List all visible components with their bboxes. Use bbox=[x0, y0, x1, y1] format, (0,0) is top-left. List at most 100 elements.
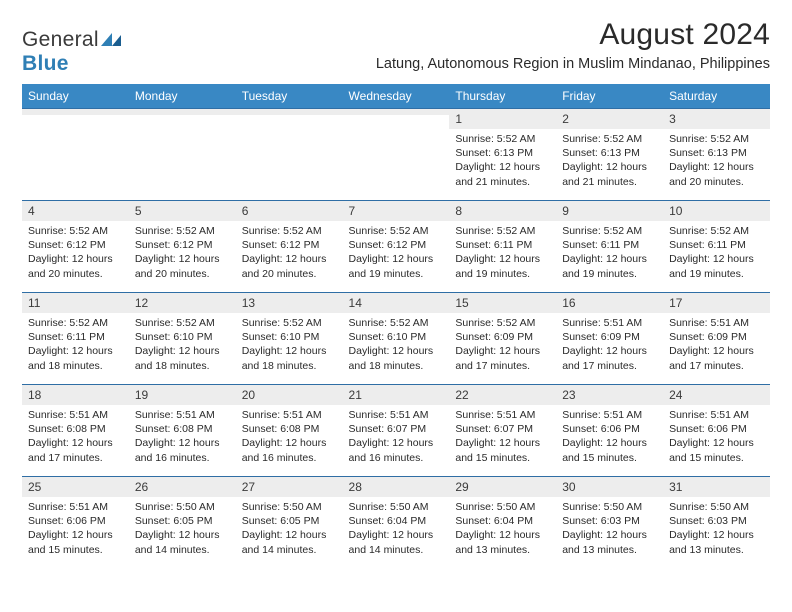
day-detail: Sunrise: 5:52 AMSunset: 6:13 PMDaylight:… bbox=[449, 129, 556, 193]
day-detail: Sunrise: 5:52 AMSunset: 6:10 PMDaylight:… bbox=[129, 313, 236, 377]
day-header: Tuesday bbox=[236, 84, 343, 108]
sunrise-text: Sunrise: 5:52 AM bbox=[242, 316, 337, 330]
day-detail: Sunrise: 5:52 AMSunset: 6:11 PMDaylight:… bbox=[556, 221, 663, 285]
day-detail: Sunrise: 5:52 AMSunset: 6:11 PMDaylight:… bbox=[663, 221, 770, 285]
day-detail: Sunrise: 5:50 AMSunset: 6:04 PMDaylight:… bbox=[343, 497, 450, 561]
sunrise-text: Sunrise: 5:51 AM bbox=[28, 500, 123, 514]
day-number: 30 bbox=[556, 476, 663, 497]
daylight-text: Daylight: 12 hours and 13 minutes. bbox=[562, 528, 657, 556]
sunset-text: Sunset: 6:09 PM bbox=[669, 330, 764, 344]
daylight-text: Daylight: 12 hours and 15 minutes. bbox=[455, 436, 550, 464]
daylight-text: Daylight: 12 hours and 19 minutes. bbox=[562, 252, 657, 280]
daylight-text: Daylight: 12 hours and 16 minutes. bbox=[349, 436, 444, 464]
daylight-text: Daylight: 12 hours and 19 minutes. bbox=[455, 252, 550, 280]
sunset-text: Sunset: 6:12 PM bbox=[242, 238, 337, 252]
sunrise-text: Sunrise: 5:52 AM bbox=[28, 224, 123, 238]
day-detail: Sunrise: 5:51 AMSunset: 6:07 PMDaylight:… bbox=[449, 405, 556, 469]
day-number: 25 bbox=[22, 476, 129, 497]
day-number: 2 bbox=[556, 108, 663, 129]
daylight-text: Daylight: 12 hours and 17 minutes. bbox=[562, 344, 657, 372]
day-number: 5 bbox=[129, 200, 236, 221]
day-detail: Sunrise: 5:51 AMSunset: 6:06 PMDaylight:… bbox=[556, 405, 663, 469]
sunrise-text: Sunrise: 5:50 AM bbox=[669, 500, 764, 514]
sunset-text: Sunset: 6:04 PM bbox=[455, 514, 550, 528]
day-detail: Sunrise: 5:51 AMSunset: 6:09 PMDaylight:… bbox=[663, 313, 770, 377]
calendar-page: General Blue August 2024 Latung, Autonom… bbox=[0, 0, 792, 566]
daylight-text: Daylight: 12 hours and 17 minutes. bbox=[455, 344, 550, 372]
day-detail: Sunrise: 5:51 AMSunset: 6:06 PMDaylight:… bbox=[22, 497, 129, 561]
sunset-text: Sunset: 6:08 PM bbox=[242, 422, 337, 436]
day-number bbox=[129, 108, 236, 115]
calendar-cell: 3Sunrise: 5:52 AMSunset: 6:13 PMDaylight… bbox=[663, 108, 770, 200]
calendar-cell: 29Sunrise: 5:50 AMSunset: 6:04 PMDayligh… bbox=[449, 476, 556, 566]
sunrise-text: Sunrise: 5:52 AM bbox=[562, 132, 657, 146]
calendar-cell: 20Sunrise: 5:51 AMSunset: 6:08 PMDayligh… bbox=[236, 384, 343, 476]
day-header: Friday bbox=[556, 84, 663, 108]
calendar-cell: 28Sunrise: 5:50 AMSunset: 6:04 PMDayligh… bbox=[343, 476, 450, 566]
day-detail: Sunrise: 5:52 AMSunset: 6:13 PMDaylight:… bbox=[556, 129, 663, 193]
day-detail: Sunrise: 5:51 AMSunset: 6:07 PMDaylight:… bbox=[343, 405, 450, 469]
sunrise-text: Sunrise: 5:50 AM bbox=[242, 500, 337, 514]
daylight-text: Daylight: 12 hours and 19 minutes. bbox=[349, 252, 444, 280]
sunrise-text: Sunrise: 5:52 AM bbox=[455, 132, 550, 146]
sunrise-text: Sunrise: 5:50 AM bbox=[562, 500, 657, 514]
sunset-text: Sunset: 6:12 PM bbox=[349, 238, 444, 252]
calendar-cell: 15Sunrise: 5:52 AMSunset: 6:09 PMDayligh… bbox=[449, 292, 556, 384]
day-number: 26 bbox=[129, 476, 236, 497]
daylight-text: Daylight: 12 hours and 14 minutes. bbox=[242, 528, 337, 556]
sunset-text: Sunset: 6:12 PM bbox=[28, 238, 123, 252]
daylight-text: Daylight: 12 hours and 13 minutes. bbox=[669, 528, 764, 556]
day-number: 29 bbox=[449, 476, 556, 497]
logo-part1: General bbox=[22, 28, 99, 51]
sunset-text: Sunset: 6:10 PM bbox=[349, 330, 444, 344]
day-number: 16 bbox=[556, 292, 663, 313]
sunset-text: Sunset: 6:03 PM bbox=[669, 514, 764, 528]
sunset-text: Sunset: 6:10 PM bbox=[135, 330, 230, 344]
day-number: 12 bbox=[129, 292, 236, 313]
sunset-text: Sunset: 6:09 PM bbox=[455, 330, 550, 344]
day-number: 4 bbox=[22, 200, 129, 221]
day-detail: Sunrise: 5:52 AMSunset: 6:13 PMDaylight:… bbox=[663, 129, 770, 193]
calendar-cell: 31Sunrise: 5:50 AMSunset: 6:03 PMDayligh… bbox=[663, 476, 770, 566]
calendar-week: 18Sunrise: 5:51 AMSunset: 6:08 PMDayligh… bbox=[22, 384, 770, 476]
calendar-cell: 17Sunrise: 5:51 AMSunset: 6:09 PMDayligh… bbox=[663, 292, 770, 384]
daylight-text: Daylight: 12 hours and 14 minutes. bbox=[135, 528, 230, 556]
day-detail: Sunrise: 5:52 AMSunset: 6:11 PMDaylight:… bbox=[449, 221, 556, 285]
calendar-cell: 6Sunrise: 5:52 AMSunset: 6:12 PMDaylight… bbox=[236, 200, 343, 292]
sunset-text: Sunset: 6:07 PM bbox=[349, 422, 444, 436]
sunrise-text: Sunrise: 5:51 AM bbox=[669, 408, 764, 422]
day-detail: Sunrise: 5:50 AMSunset: 6:04 PMDaylight:… bbox=[449, 497, 556, 561]
day-number: 21 bbox=[343, 384, 450, 405]
day-detail: Sunrise: 5:51 AMSunset: 6:09 PMDaylight:… bbox=[556, 313, 663, 377]
sunset-text: Sunset: 6:06 PM bbox=[669, 422, 764, 436]
sunrise-text: Sunrise: 5:51 AM bbox=[135, 408, 230, 422]
sunrise-text: Sunrise: 5:52 AM bbox=[669, 132, 764, 146]
sunrise-text: Sunrise: 5:51 AM bbox=[562, 316, 657, 330]
sunrise-text: Sunrise: 5:52 AM bbox=[455, 224, 550, 238]
daylight-text: Daylight: 12 hours and 21 minutes. bbox=[455, 160, 550, 188]
day-number: 27 bbox=[236, 476, 343, 497]
calendar-week: 1Sunrise: 5:52 AMSunset: 6:13 PMDaylight… bbox=[22, 108, 770, 200]
day-number: 31 bbox=[663, 476, 770, 497]
daylight-text: Daylight: 12 hours and 17 minutes. bbox=[28, 436, 123, 464]
logo: General Blue bbox=[22, 28, 123, 76]
sunrise-text: Sunrise: 5:52 AM bbox=[242, 224, 337, 238]
calendar-cell: 8Sunrise: 5:52 AMSunset: 6:11 PMDaylight… bbox=[449, 200, 556, 292]
day-number: 28 bbox=[343, 476, 450, 497]
day-number: 6 bbox=[236, 200, 343, 221]
daylight-text: Daylight: 12 hours and 14 minutes. bbox=[349, 528, 444, 556]
calendar-cell bbox=[236, 108, 343, 200]
sunrise-text: Sunrise: 5:52 AM bbox=[349, 316, 444, 330]
day-header: Saturday bbox=[663, 84, 770, 108]
calendar-week: 25Sunrise: 5:51 AMSunset: 6:06 PMDayligh… bbox=[22, 476, 770, 566]
daylight-text: Daylight: 12 hours and 20 minutes. bbox=[135, 252, 230, 280]
day-detail: Sunrise: 5:50 AMSunset: 6:03 PMDaylight:… bbox=[663, 497, 770, 561]
day-header-row: SundayMondayTuesdayWednesdayThursdayFrid… bbox=[22, 84, 770, 108]
title-block: August 2024 Latung, Autonomous Region in… bbox=[376, 18, 770, 72]
day-detail: Sunrise: 5:51 AMSunset: 6:08 PMDaylight:… bbox=[22, 405, 129, 469]
day-detail: Sunrise: 5:51 AMSunset: 6:08 PMDaylight:… bbox=[129, 405, 236, 469]
calendar-cell: 4Sunrise: 5:52 AMSunset: 6:12 PMDaylight… bbox=[22, 200, 129, 292]
sunrise-text: Sunrise: 5:52 AM bbox=[135, 224, 230, 238]
daylight-text: Daylight: 12 hours and 16 minutes. bbox=[135, 436, 230, 464]
sunset-text: Sunset: 6:13 PM bbox=[455, 146, 550, 160]
